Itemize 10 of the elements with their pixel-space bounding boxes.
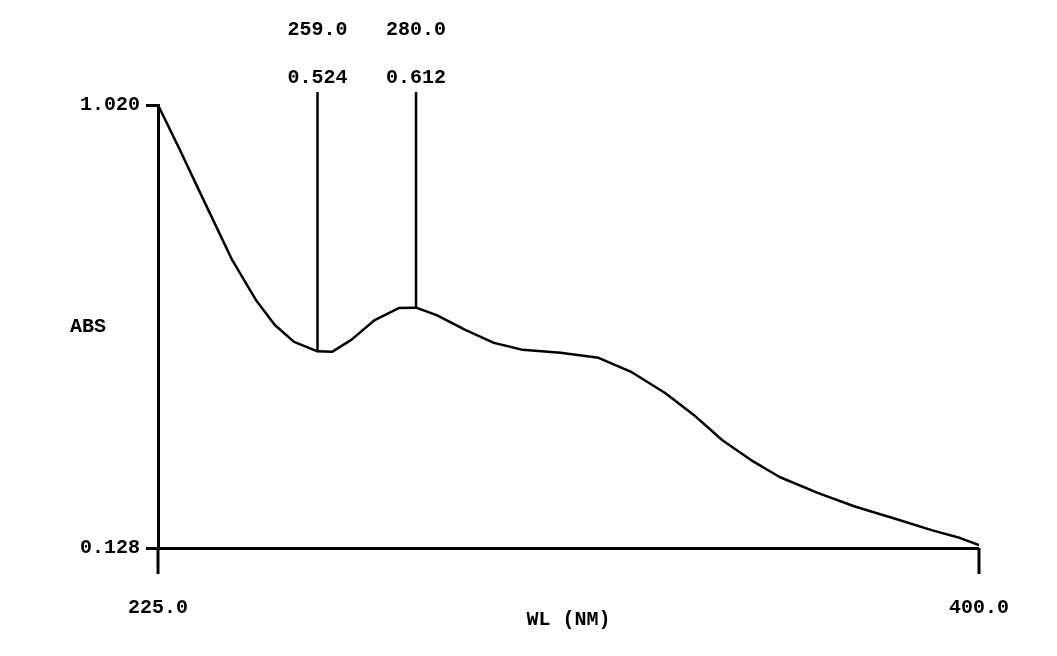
y-tick-label: 1.020 [79,93,140,117]
annotation: 0.524 [287,66,348,90]
x-tick-label: 400.0 [948,596,1009,620]
annotation: 0.612 [386,66,447,90]
x-tick-label: 225.0 [127,596,189,620]
y-axis-title: ABS [69,314,107,338]
y-tick-label: 0.128 [79,536,140,560]
text: 280.0 [386,18,447,42]
x-axis-title: WL (NM) [526,608,611,632]
text: 259.0 [287,18,348,42]
